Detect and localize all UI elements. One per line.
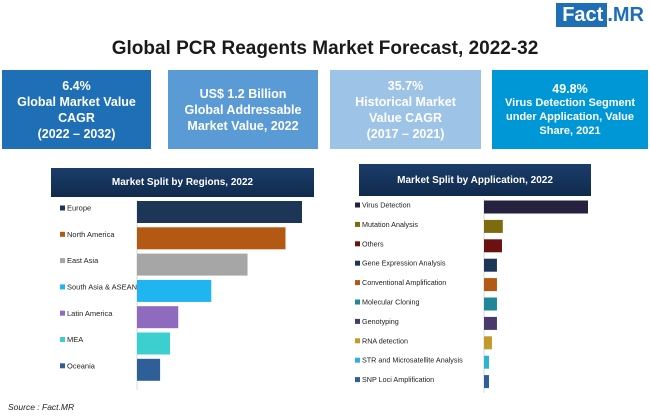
bar [137,358,161,381]
bar [484,278,497,292]
category-label: Oceania [67,361,96,370]
logo-fact-text: Fact [556,3,608,27]
legend-swatch [355,202,360,208]
category-label: Mutation Analysis [362,220,418,229]
kpi-market-cagr: 6.4% Global Market Value CAGR (2022 – 20… [2,70,151,149]
kpi-value: 49.8% [552,81,588,96]
bar [137,279,212,302]
category-label: STR and Microsatellite Analysis [362,356,463,365]
category-label: Genotyping [362,317,399,326]
logo-mr-text: MR [612,4,644,26]
logo-dot-text: . [607,4,613,26]
legend-swatch [355,338,360,344]
source-note: Source : Fact.MR [8,402,75,412]
bar [137,332,170,355]
bar [137,253,248,276]
kpi-line: CAGR [58,110,95,125]
legend-swatch [355,221,360,227]
category-label: Latin America [67,309,113,318]
bar [484,219,503,233]
category-label: RNA detection [362,336,408,345]
category-label: Others [362,239,384,248]
bar [484,239,502,253]
category-label: Gene Expression Analysis [362,259,446,268]
category-label: Virus Detection [362,201,411,210]
kpi-line: Market Value, 2022 [187,118,299,133]
kpi-line: Global Market Value [17,94,136,109]
bar [484,316,497,330]
category-label: Molecular Cloning [362,298,420,307]
kpi-value: 35.7% [387,78,424,93]
legend-swatch [60,337,65,342]
category-label: MEA [67,335,83,344]
legend-swatch [60,258,65,264]
legend-swatch [60,363,65,369]
kpi-value: US$ 1.2 Billion [199,86,287,101]
kpi-virus-detection-share: 49.8% Virus Detection Segment under Appl… [492,70,648,149]
bar [137,227,286,250]
bar [484,258,497,272]
kpi-line: (2022 – 2032) [37,126,116,141]
page-title: Global PCR Reagents Market Forecast, 202… [111,38,539,59]
legend-swatch [355,280,360,286]
bar [484,355,490,369]
bar [137,201,302,223]
legend-swatch [60,310,65,316]
category-label: North America [67,230,115,239]
category-label: East Asia [67,256,99,265]
kpi-line: Historical Market [355,94,456,109]
legend-swatch [355,299,360,305]
bar [484,375,490,389]
factmr-logo: Fact . MR [556,2,644,28]
kpi-line: Global Addressable [184,102,302,117]
bar [484,200,588,214]
bar [484,336,492,350]
legend-swatch [355,377,360,383]
kpi-line: Share, 2021 [539,124,601,137]
application-chart-title: Market Split by Application, 2022 [359,164,591,196]
legend-swatch [60,284,65,290]
kpi-line: Virus Detection Segment [505,96,635,109]
kpi-line: under Application, Value [506,110,634,123]
kpi-addressable-value: US$ 1.2 Billion Global Addressable Marke… [168,70,318,149]
legend-swatch [60,205,65,211]
legend-swatch [355,318,360,324]
category-label: SNP Loci Amplification [362,375,434,384]
regions-chart-title: Market Split by Regions, 2022 [51,168,314,197]
bar [137,306,179,329]
category-label: South Asia & ASEAN [67,283,137,292]
bar [484,297,497,311]
category-label: Conventional Amplification [362,278,446,287]
legend-swatch [355,357,360,363]
kpi-line: (2017 – 2021) [366,126,445,141]
legend-swatch [355,260,360,266]
legend-swatch [60,231,65,237]
legend-swatch [355,241,360,247]
kpi-line: Value CAGR [369,110,442,125]
kpi-historical-cagr: 35.7% Historical Market Value CAGR (2017… [330,70,481,149]
kpi-value: 6.4% [62,78,91,93]
category-label: Europe [67,204,91,213]
